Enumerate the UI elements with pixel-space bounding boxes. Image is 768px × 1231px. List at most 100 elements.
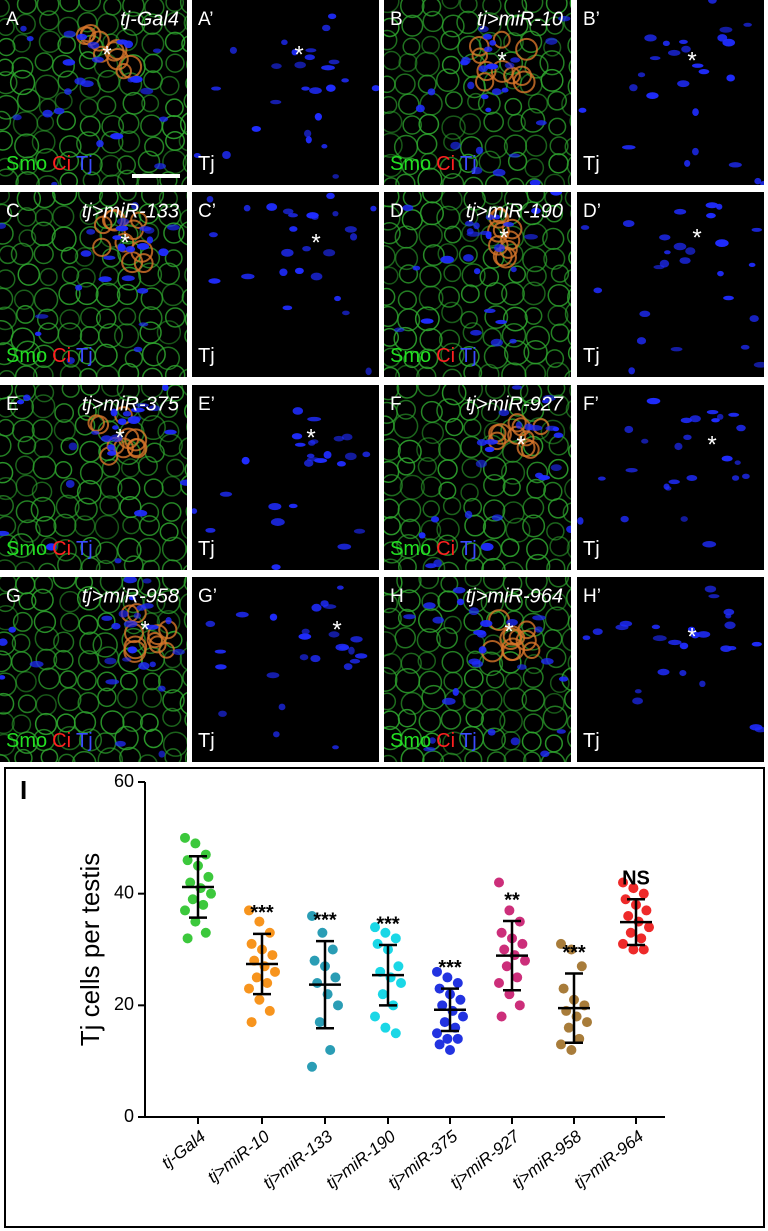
cell [53, 419, 76, 442]
cell [459, 0, 478, 14]
panel-letter: E [6, 394, 19, 415]
data-point [556, 1039, 566, 1050]
cell [521, 399, 545, 422]
cell [460, 435, 483, 459]
cell [441, 55, 461, 75]
cell [416, 437, 441, 463]
cell [118, 307, 137, 326]
nucleus [708, 594, 720, 599]
nucleus [625, 467, 638, 473]
cell [31, 221, 56, 247]
cell [566, 288, 571, 307]
cell [416, 628, 441, 653]
cell [401, 157, 420, 176]
channel-labels: Smo Ci Tj [6, 730, 93, 752]
cell [445, 417, 464, 437]
nucleus [550, 464, 562, 471]
cell [418, 285, 444, 311]
nucleus [241, 273, 255, 280]
cell [569, 385, 571, 397]
nucleus [51, 181, 58, 185]
cell [33, 610, 57, 634]
nucleus [299, 654, 309, 661]
cell [547, 497, 569, 519]
asterisk: * [497, 47, 506, 74]
significance: *** [250, 902, 274, 924]
data-point [314, 1017, 325, 1028]
panel-bg [192, 385, 379, 570]
channel-label: Smo [6, 345, 47, 367]
nucleus [683, 434, 692, 440]
nucleus [291, 433, 303, 440]
nucleus [305, 136, 312, 144]
nucleus [98, 276, 112, 283]
nucleus [668, 639, 682, 646]
cell [520, 107, 546, 133]
nucleus [728, 162, 742, 168]
cell [521, 281, 546, 306]
cell [384, 29, 398, 51]
nucleus [16, 399, 25, 405]
cell [384, 50, 402, 71]
cell [0, 494, 14, 517]
cell [525, 134, 548, 157]
cell [182, 669, 187, 687]
channel-label: Tj [583, 345, 600, 367]
cell [186, 422, 187, 432]
asterisk: * [499, 224, 508, 251]
cell [422, 244, 445, 267]
cell [458, 153, 478, 173]
nucleus [670, 347, 683, 352]
nucleus [473, 629, 486, 636]
cell [137, 754, 158, 762]
channel-label: Smo [6, 538, 47, 560]
micrograph [577, 385, 764, 570]
cell [11, 419, 35, 443]
panel-bg [192, 0, 379, 185]
cell [80, 557, 101, 570]
nucleus [306, 457, 320, 462]
channel-labels: Tj [198, 153, 215, 175]
nucleus [211, 86, 222, 91]
panel-title: tj>miR-133 [82, 200, 179, 222]
nucleus [751, 227, 763, 232]
hub-cell [476, 61, 497, 82]
cell [15, 731, 39, 754]
nucleus [483, 46, 493, 52]
cell [40, 536, 59, 555]
cell [157, 420, 180, 443]
cell [422, 500, 440, 518]
cell [418, 709, 442, 733]
cell [442, 368, 463, 377]
channel-label: Tj [460, 345, 477, 367]
panel-letter: G’ [198, 586, 217, 607]
nucleus [75, 284, 83, 291]
cell [440, 192, 463, 211]
nucleus [321, 65, 335, 71]
cell [97, 612, 116, 631]
cell [56, 111, 76, 131]
nucleus [35, 314, 49, 319]
nucleus [427, 88, 436, 96]
cell [562, 502, 571, 524]
cell [143, 53, 163, 74]
cell [417, 167, 443, 185]
nucleus [218, 710, 227, 717]
cell [384, 366, 400, 377]
nucleus [323, 249, 336, 257]
data-point [246, 938, 257, 949]
cell [96, 95, 117, 116]
cell [57, 687, 82, 712]
channel-label: Tj [583, 153, 600, 175]
cell [59, 309, 81, 330]
cell [178, 130, 187, 152]
nucleus [423, 602, 436, 609]
cell [99, 154, 122, 178]
cell [15, 340, 41, 366]
cell [501, 281, 525, 306]
nucleus [471, 660, 484, 668]
cell [0, 192, 10, 205]
cell [548, 458, 569, 480]
nucleus [621, 145, 636, 150]
nucleus [480, 619, 493, 628]
